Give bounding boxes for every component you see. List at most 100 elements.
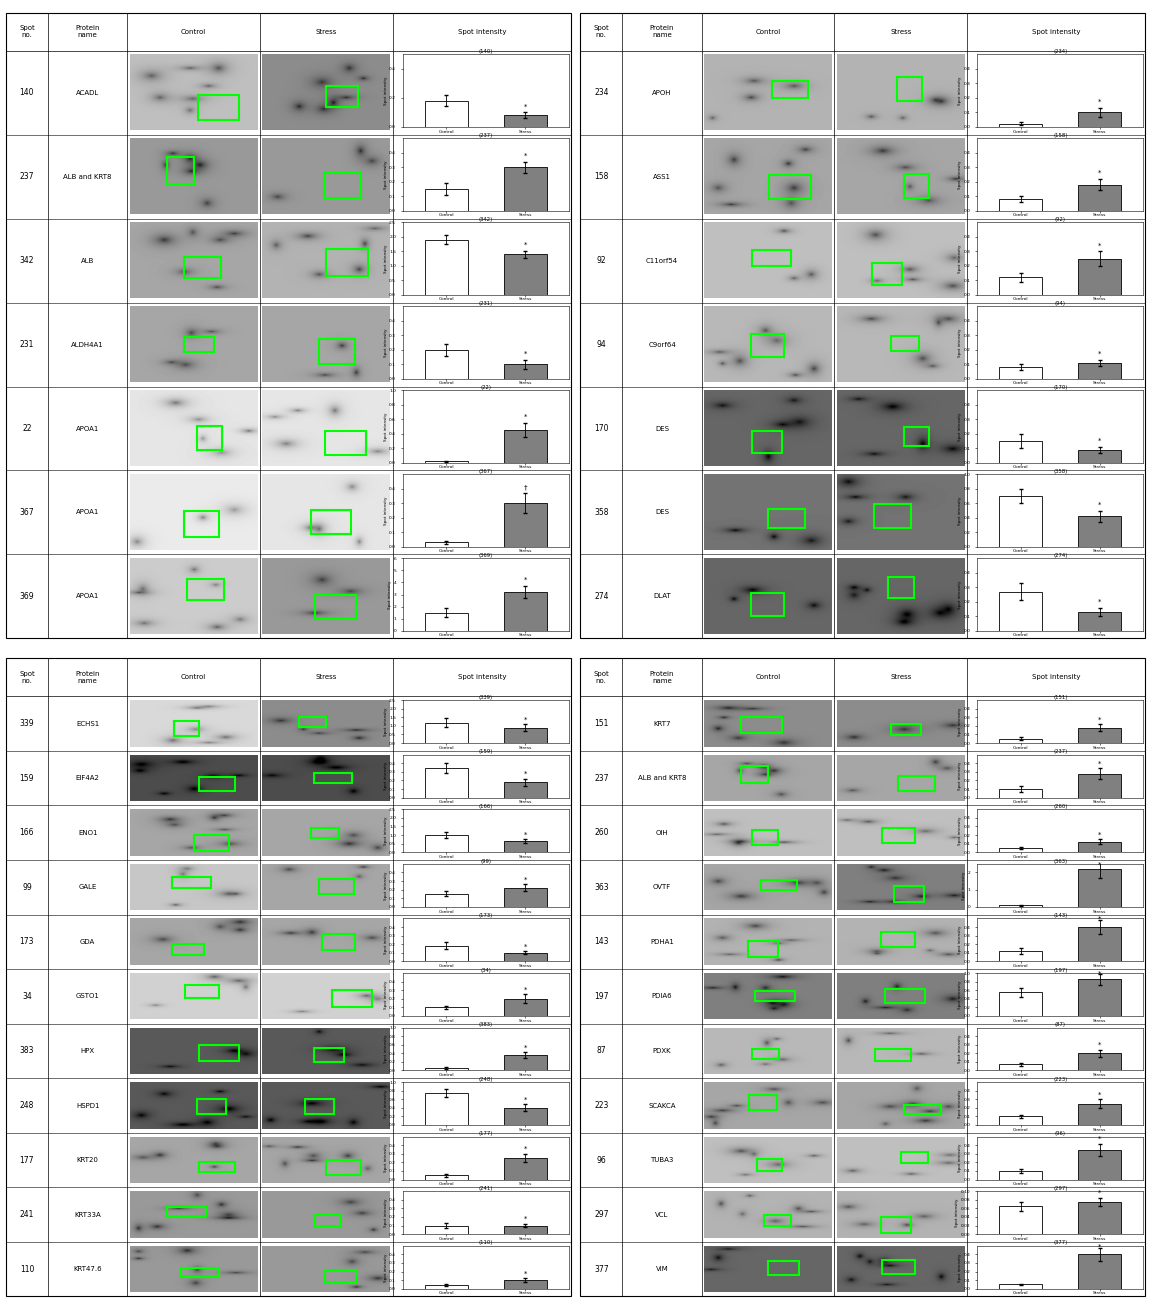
Y-axis label: Spot intensity: Spot intensity (955, 1199, 960, 1227)
Y-axis label: Spot intensity: Spot intensity (958, 708, 962, 736)
Text: ALB: ALB (81, 258, 94, 263)
Title: (339): (339) (479, 694, 493, 700)
Y-axis label: Spot intensity: Spot intensity (962, 872, 967, 899)
Text: 231: 231 (20, 340, 35, 349)
Bar (504, 115, 547, 126)
Text: 237: 237 (594, 774, 609, 783)
Bar (999, 906, 1043, 907)
Text: Spot intensity: Spot intensity (1032, 29, 1081, 35)
Text: 248: 248 (20, 1101, 35, 1110)
Bar (325, 1270, 357, 1283)
Text: KRT33A: KRT33A (75, 1212, 101, 1217)
Text: TUBA3: TUBA3 (650, 1157, 673, 1164)
Bar (425, 612, 468, 631)
Text: GDA: GDA (81, 939, 96, 945)
Text: KRT7: KRT7 (654, 721, 671, 727)
Y-axis label: Spot intensity: Spot intensity (383, 1199, 388, 1227)
Text: 166: 166 (20, 829, 35, 838)
Bar (898, 775, 935, 791)
Text: Protein
name: Protein name (650, 25, 674, 38)
Bar (755, 992, 795, 1001)
Y-axis label: Spot intensity: Spot intensity (383, 1144, 388, 1173)
Bar (999, 367, 1043, 379)
Y-axis label: Spot intensity: Spot intensity (388, 580, 391, 609)
Bar (764, 1214, 791, 1226)
Title: (377): (377) (1053, 1240, 1067, 1246)
Text: Control: Control (755, 674, 780, 680)
Text: EIF4A2: EIF4A2 (76, 775, 100, 782)
Bar (1078, 1053, 1121, 1071)
Text: 94: 94 (596, 340, 607, 349)
Y-axis label: Spot intensity: Spot intensity (958, 925, 962, 954)
Bar (999, 199, 1043, 211)
Text: 159: 159 (20, 774, 35, 783)
Bar (184, 511, 220, 537)
Text: *: * (1098, 971, 1102, 976)
Text: *: * (1098, 242, 1102, 249)
Y-axis label: Spot intensity: Spot intensity (958, 1035, 962, 1063)
Bar (999, 440, 1043, 463)
Bar (425, 767, 468, 797)
Bar (425, 542, 468, 547)
Bar (425, 100, 468, 126)
Text: ACADL: ACADL (76, 90, 99, 95)
Text: OVTF: OVTF (653, 885, 671, 890)
Bar (504, 254, 547, 294)
Bar (889, 577, 914, 598)
Text: *: * (1098, 169, 1102, 176)
Bar (333, 990, 372, 1006)
Y-axis label: Spot intensity: Spot intensity (958, 1253, 962, 1281)
Bar (197, 1098, 227, 1114)
Title: (342): (342) (479, 218, 493, 222)
Title: (363): (363) (1053, 859, 1067, 864)
Text: *: * (1098, 598, 1102, 605)
Text: APOA1: APOA1 (76, 426, 99, 431)
Title: (110): (110) (479, 1240, 493, 1246)
Text: *: * (524, 877, 527, 882)
Bar (761, 881, 796, 890)
Text: *: * (1098, 502, 1102, 508)
Bar (1078, 516, 1121, 547)
Bar (322, 934, 355, 950)
Text: Spot
no.: Spot no. (20, 25, 35, 38)
Text: *: * (1098, 1092, 1102, 1097)
Bar (173, 877, 211, 889)
Y-axis label: Spot intensity: Spot intensity (383, 762, 388, 791)
Text: Spot intensity: Spot intensity (1032, 674, 1081, 680)
Text: PDXK: PDXK (653, 1048, 671, 1054)
Bar (425, 722, 468, 743)
Y-axis label: Spot intensity: Spot intensity (958, 77, 962, 104)
Title: (166): (166) (479, 804, 493, 809)
Title: (223): (223) (1053, 1076, 1067, 1081)
Y-axis label: Spot intensity: Spot intensity (383, 77, 388, 104)
Bar (504, 1158, 547, 1179)
Bar (1078, 1255, 1121, 1289)
Text: PDHA1: PDHA1 (650, 939, 674, 945)
Title: (297): (297) (1053, 1186, 1067, 1191)
Y-axis label: Spot intensity: Spot intensity (383, 1253, 388, 1281)
Y-axis label: Spot intensity: Spot intensity (383, 328, 388, 357)
Bar (1078, 727, 1121, 743)
Bar (173, 945, 204, 955)
Bar (904, 175, 929, 198)
Bar (753, 250, 791, 266)
Bar (425, 1068, 468, 1071)
Bar (425, 240, 468, 294)
Text: OIH: OIH (656, 830, 669, 835)
Text: 99: 99 (22, 883, 32, 891)
Text: ASS1: ASS1 (653, 173, 671, 180)
Title: (151): (151) (1053, 694, 1067, 700)
Text: ALDH4A1: ALDH4A1 (71, 341, 104, 348)
Bar (999, 496, 1043, 547)
Bar (299, 718, 327, 727)
Bar (1078, 774, 1121, 797)
Bar (315, 1214, 341, 1226)
Bar (184, 337, 214, 352)
Text: *: * (524, 717, 527, 722)
Text: *: * (1098, 916, 1102, 923)
Title: (248): (248) (479, 1076, 493, 1081)
Bar (323, 173, 360, 198)
Title: (159): (159) (479, 749, 493, 754)
Text: Protein
name: Protein name (76, 25, 100, 38)
Bar (768, 508, 805, 528)
